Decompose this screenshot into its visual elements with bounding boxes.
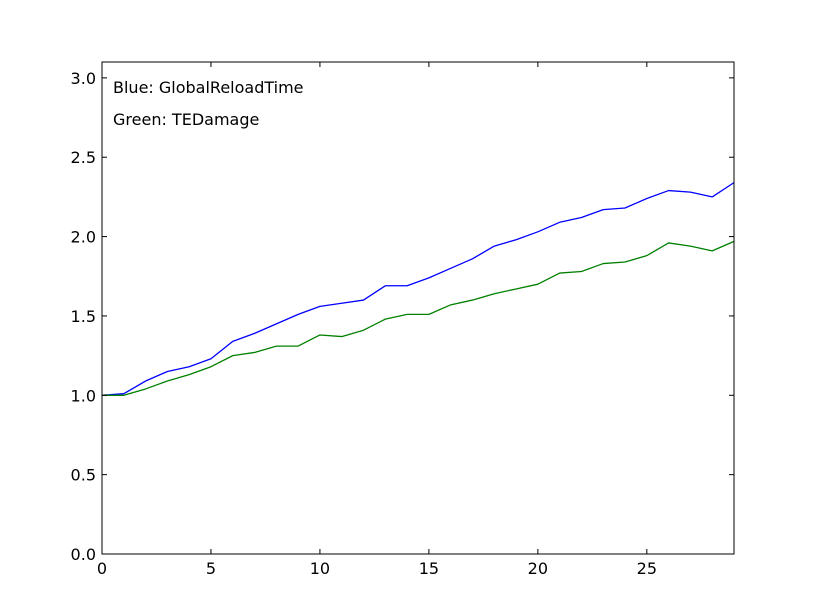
series-line-1	[102, 240, 735, 396]
tick-layer: 0 5 10 15 20 25 0.0 0.5 1.0 1.5 2.0 2.5 3.0	[71, 62, 734, 578]
x-tick-label: 15	[419, 559, 439, 578]
annotation-blue-series: Blue: GlobalReloadTime	[113, 78, 304, 97]
x-tick-label: 10	[310, 559, 330, 578]
plot-area-frame	[101, 61, 735, 555]
x-tick-label: 20	[528, 559, 548, 578]
annotation-green-series: Green: TEDamage	[113, 110, 259, 129]
x-tick-label: 25	[637, 559, 657, 578]
y-tick-label: 0.5	[71, 466, 96, 485]
y-tick-label: 0.0	[71, 545, 96, 564]
x-tick-label: 0	[97, 559, 107, 578]
x-tick-label: 5	[206, 559, 216, 578]
y-tick-label: 1.0	[71, 386, 96, 405]
y-tick-label: 1.5	[71, 307, 96, 326]
y-tick-label: 3.0	[71, 69, 96, 88]
y-tick-label: 2.0	[71, 228, 96, 247]
series-line-0	[101, 182, 735, 396]
series-layer	[101, 182, 735, 396]
y-tick-label: 2.5	[71, 148, 96, 167]
